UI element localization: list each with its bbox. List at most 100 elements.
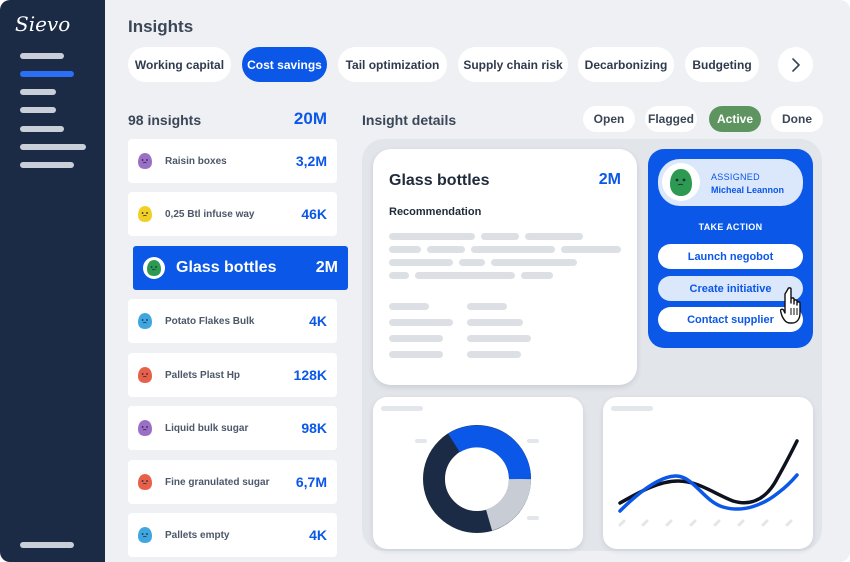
- purple-blob-icon: [136, 152, 154, 170]
- page-title: Insights: [128, 17, 194, 36]
- sidebar: Sievo: [0, 0, 105, 562]
- card-title: Glass bottles: [389, 172, 490, 189]
- sidebar-item-6[interactable]: [20, 144, 86, 150]
- insight-item-value: 2M: [315, 259, 338, 276]
- placeholder-line: [525, 233, 583, 240]
- assignee-name: Micheal Leannon: [711, 185, 785, 195]
- insight-item-value: 4K: [309, 313, 327, 329]
- chart-title-placeholder: [611, 406, 653, 411]
- donut-segment-gray: [485, 478, 531, 531]
- placeholder-line: [389, 259, 453, 266]
- placeholder-line: [389, 319, 453, 326]
- purple-blob-icon: [136, 419, 154, 437]
- avatar: [662, 163, 700, 201]
- details-title: Insight details: [362, 112, 457, 128]
- sidebar-item-1[interactable]: [20, 53, 64, 59]
- insight-item-value: 128K: [293, 367, 327, 383]
- insight-item-label: Liquid bulk sugar: [165, 422, 249, 434]
- placeholder-line: [459, 259, 485, 266]
- insight-item-label: Fine granulated sugar: [165, 476, 270, 488]
- insight-item-selected[interactable]: Glass bottles 2M: [133, 246, 348, 290]
- tabs-next-button[interactable]: [778, 47, 813, 82]
- insight-item[interactable]: Liquid bulk sugar 98K: [128, 406, 337, 450]
- sidebar-item-3[interactable]: [20, 89, 56, 95]
- placeholder-line: [389, 233, 475, 240]
- insight-item-label: 0,25 Btl infuse way: [165, 208, 255, 220]
- insight-item-label: Potato Flakes Bulk: [165, 315, 255, 327]
- placeholder-line: [427, 246, 465, 253]
- placeholder-line: [467, 303, 507, 310]
- insight-item-value: 98K: [301, 420, 327, 436]
- donut-chart: [381, 406, 539, 533]
- insight-item[interactable]: Fine granulated sugar 6,7M: [128, 460, 337, 504]
- chart-title-placeholder: [381, 406, 423, 411]
- placeholder-line: [521, 272, 553, 279]
- green-blob-icon: [143, 257, 165, 279]
- green-blob-icon: [670, 169, 692, 196]
- series-line-blue: [618, 473, 799, 513]
- placeholder-line: [389, 303, 429, 310]
- sidebar-item-bottom[interactable]: [20, 542, 74, 548]
- placeholder-line: [415, 272, 515, 279]
- placeholder-line: [471, 246, 555, 253]
- chart-label-placeholder: [527, 516, 539, 520]
- insight-item-label: Pallets empty: [165, 529, 230, 541]
- insight-item[interactable]: 0,25 Btl infuse way 46K: [128, 192, 337, 236]
- create-initiative-button[interactable]: Create initiative: [658, 276, 803, 301]
- insight-item[interactable]: Raisin boxes 3,2M: [128, 139, 337, 183]
- line-chart-card: [603, 397, 813, 549]
- sidebar-item-2[interactable]: [20, 71, 74, 77]
- insight-item[interactable]: Pallets Plast Hp 128K: [128, 353, 337, 397]
- sidebar-item-5[interactable]: [20, 126, 64, 132]
- placeholder-line: [389, 335, 443, 342]
- sidebar-item-4[interactable]: [20, 107, 56, 113]
- x-axis-ticks: [618, 519, 793, 527]
- take-action-heading: TAKE ACTION: [698, 222, 763, 232]
- recommendation-card: Glass bottles 2M Recommendation: [373, 149, 637, 385]
- chevron-right-icon: [791, 57, 800, 72]
- line-chart: [611, 406, 799, 527]
- tab-supply-chain-risk[interactable]: Supply chain risk: [458, 47, 568, 82]
- assignee-pill[interactable]: ASSIGNED Micheal Leannon: [658, 159, 803, 206]
- assigned-label: ASSIGNED: [711, 172, 760, 182]
- placeholder-line: [561, 246, 621, 253]
- red-blob-icon: [136, 366, 154, 384]
- filter-open[interactable]: Open: [583, 106, 635, 132]
- series-line-dark: [618, 439, 799, 505]
- app-logo: Sievo: [15, 12, 71, 36]
- placeholder-line: [467, 351, 521, 358]
- chart-label-placeholder: [415, 439, 427, 443]
- recommendation-heading: Recommendation: [389, 206, 482, 218]
- insight-item-label: Pallets Plast Hp: [165, 369, 241, 381]
- placeholder-line: [467, 335, 531, 342]
- tab-tail-optimization[interactable]: Tail optimization: [338, 47, 447, 82]
- placeholder-line: [389, 272, 409, 279]
- insights-total: 20M: [293, 109, 327, 128]
- contact-supplier-button[interactable]: Contact supplier: [658, 307, 803, 332]
- take-action-card: ASSIGNED Micheal Leannon TAKE ACTION Lau…: [648, 149, 813, 348]
- chart-label-placeholder: [527, 439, 539, 443]
- donut-chart-card: [373, 397, 583, 549]
- filter-done[interactable]: Done: [771, 106, 823, 132]
- sidebar-item-7[interactable]: [20, 162, 74, 168]
- placeholder-line: [389, 246, 421, 253]
- placeholder-line: [491, 259, 577, 266]
- blue-blob-icon: [136, 312, 154, 330]
- tab-cost-savings[interactable]: Cost savings: [242, 47, 327, 82]
- red-blob-icon: [136, 473, 154, 491]
- main-area: Insights Working capital Cost savings Ta…: [105, 0, 850, 562]
- card-amount: 2M: [598, 171, 621, 188]
- tab-working-capital[interactable]: Working capital: [128, 47, 231, 82]
- hand-cursor-icon: [780, 287, 801, 324]
- insight-item-value: 6,7M: [295, 474, 327, 490]
- insights-count: 98 insights: [128, 112, 202, 128]
- insight-item[interactable]: Pallets empty 4K: [128, 513, 337, 557]
- insight-item-value: 4K: [309, 527, 327, 543]
- insight-item[interactable]: Potato Flakes Bulk 4K: [128, 299, 337, 343]
- filter-active[interactable]: Active: [709, 106, 761, 132]
- launch-negobot-button[interactable]: Launch negobot: [658, 244, 803, 269]
- tab-budgeting[interactable]: Budgeting: [685, 47, 759, 82]
- insight-item-value: 46K: [301, 206, 327, 222]
- filter-flagged[interactable]: Flagged: [645, 106, 697, 132]
- tab-decarbonizing[interactable]: Decarbonizing: [578, 47, 674, 82]
